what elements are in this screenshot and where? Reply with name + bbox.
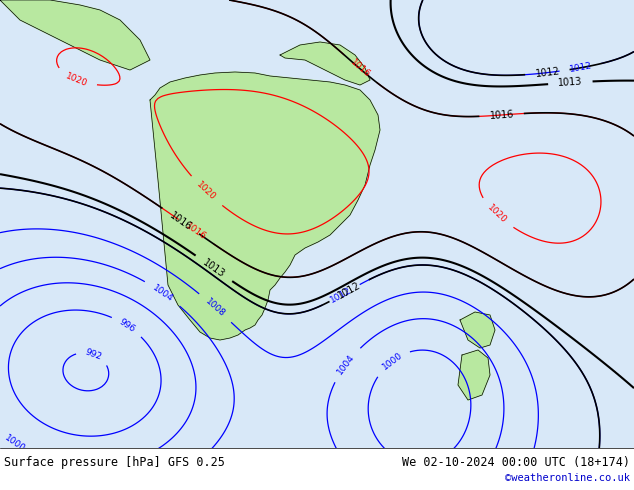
Polygon shape <box>460 312 495 348</box>
Text: 1016: 1016 <box>349 58 372 80</box>
Text: 1020: 1020 <box>485 203 508 225</box>
Text: 1013: 1013 <box>558 77 583 88</box>
Text: 1004: 1004 <box>151 283 175 303</box>
Text: 992: 992 <box>84 347 103 362</box>
Text: 1016: 1016 <box>168 210 194 232</box>
Text: 1000: 1000 <box>380 350 404 371</box>
Text: ©weatheronline.co.uk: ©weatheronline.co.uk <box>505 473 630 483</box>
Text: 1012: 1012 <box>336 280 362 301</box>
Text: 1012: 1012 <box>329 286 353 304</box>
Text: 1020: 1020 <box>195 180 217 202</box>
Text: 1008: 1008 <box>204 297 227 319</box>
Text: Surface pressure [hPa] GFS 0.25: Surface pressure [hPa] GFS 0.25 <box>4 456 225 468</box>
Text: 1020: 1020 <box>64 72 89 88</box>
Text: 1000: 1000 <box>3 433 27 453</box>
Text: 996: 996 <box>118 318 137 334</box>
Text: 1004: 1004 <box>6 473 30 490</box>
Text: 1016: 1016 <box>489 109 514 121</box>
Text: 1008: 1008 <box>245 473 269 489</box>
Polygon shape <box>0 0 150 70</box>
Bar <box>0 448 634 490</box>
Text: We 02-10-2024 00:00 UTC (18+174): We 02-10-2024 00:00 UTC (18+174) <box>402 456 630 468</box>
Polygon shape <box>280 42 370 85</box>
Polygon shape <box>150 72 380 340</box>
Text: 1004: 1004 <box>336 352 357 376</box>
Text: 1016: 1016 <box>184 221 208 242</box>
Polygon shape <box>458 350 490 400</box>
Text: 1012: 1012 <box>534 66 560 79</box>
Text: 1013: 1013 <box>201 257 227 279</box>
Text: 1012: 1012 <box>569 61 593 74</box>
